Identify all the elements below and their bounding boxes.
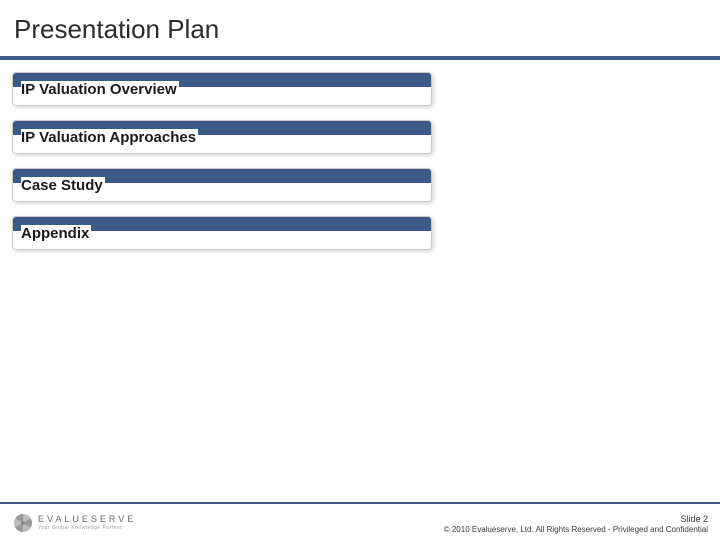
agenda-item: IP Valuation Approaches	[12, 120, 432, 154]
agenda-list: IP Valuation Overview IP Valuation Appro…	[12, 72, 432, 264]
footer-right: Slide 2 © 2010 Evalueserve, Ltd. All Rig…	[444, 514, 708, 534]
copyright-text: © 2010 Evalueserve, Ltd. All Rights Rese…	[444, 525, 708, 534]
agenda-item-label: IP Valuation Approaches	[21, 129, 198, 147]
logo: EVALUESERVE Your Global Knowledge Partne…	[14, 514, 136, 532]
agenda-item-label: Appendix	[21, 225, 91, 243]
title-underline	[0, 56, 720, 60]
agenda-item: Case Study	[12, 168, 432, 202]
logo-tagline: Your Global Knowledge Partner	[38, 526, 136, 531]
slide: Presentation Plan IP Valuation Overview …	[0, 0, 720, 540]
agenda-item: IP Valuation Overview	[12, 72, 432, 106]
agenda-item-label: Case Study	[21, 177, 105, 195]
logo-name: EVALUESERVE	[38, 515, 136, 524]
agenda-item-label: IP Valuation Overview	[21, 81, 179, 99]
footer: EVALUESERVE Your Global Knowledge Partne…	[0, 504, 720, 540]
logo-mark-icon	[14, 514, 32, 532]
logo-text: EVALUESERVE Your Global Knowledge Partne…	[38, 515, 136, 531]
slide-number: Slide 2	[444, 514, 708, 524]
agenda-item: Appendix	[12, 216, 432, 250]
slide-title: Presentation Plan	[14, 14, 219, 45]
